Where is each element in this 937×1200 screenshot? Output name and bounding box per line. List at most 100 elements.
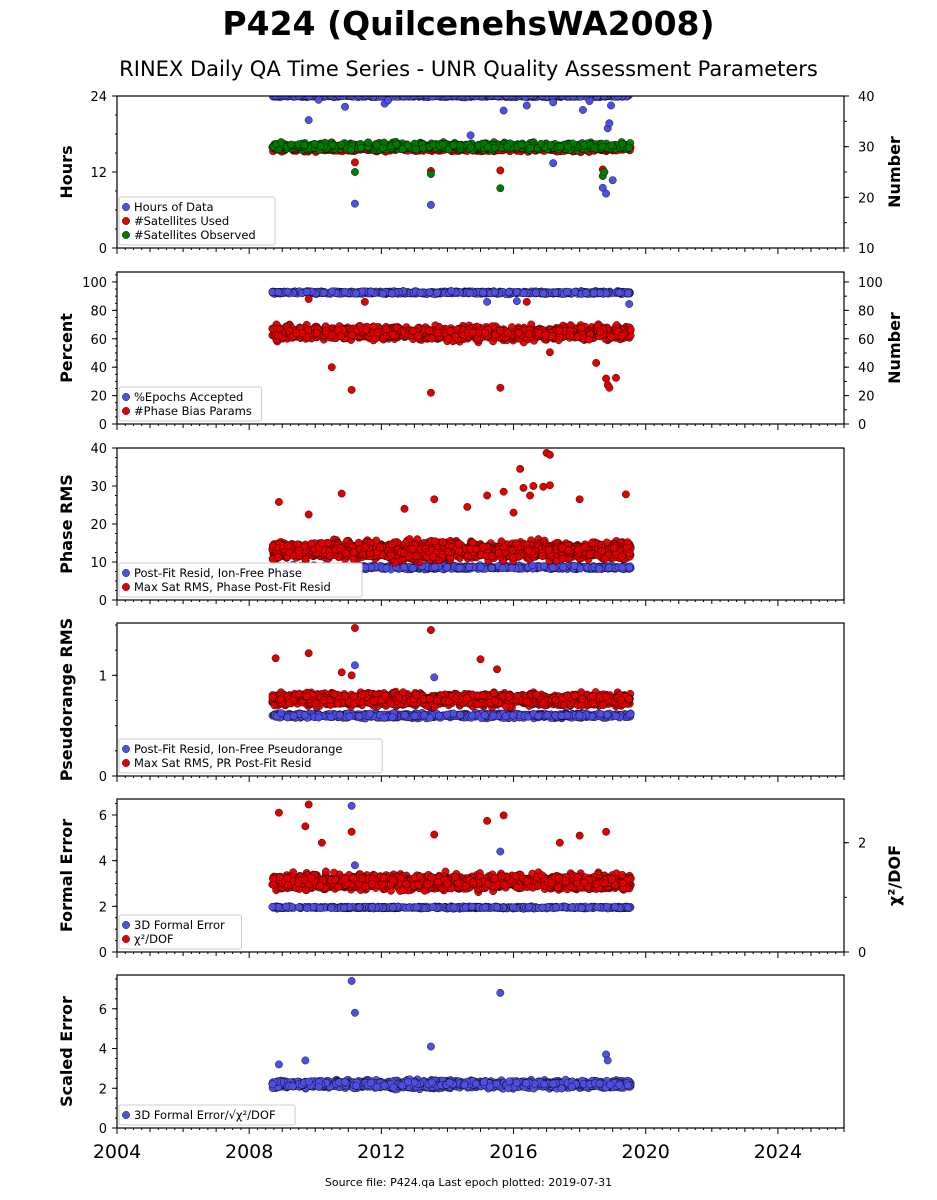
data-point <box>300 141 309 149</box>
y-tick-label: 20 <box>90 390 107 405</box>
data-point <box>522 297 531 306</box>
y-tick-label: 0 <box>99 242 107 257</box>
data-point <box>479 288 487 297</box>
y-tick-label: 40 <box>90 442 107 457</box>
legend-label: #Satellites Observed <box>134 228 256 242</box>
data-point <box>537 139 545 148</box>
legend-marker <box>122 393 130 401</box>
data-point <box>319 288 328 297</box>
y2-tick-label: 40 <box>858 361 875 376</box>
data-point <box>364 138 373 147</box>
data-point <box>444 334 453 343</box>
y-tick-label: 10 <box>90 556 107 571</box>
y2-tick-label: 10 <box>858 242 875 257</box>
data-point <box>373 328 382 337</box>
legend-marker <box>122 217 130 225</box>
data-point <box>527 96 535 100</box>
data-point <box>468 96 476 99</box>
data-point <box>413 332 422 341</box>
data-point <box>316 142 325 151</box>
data-point <box>351 158 359 167</box>
data-point <box>577 324 586 332</box>
data-point <box>367 287 375 296</box>
y-tick-label: 100 <box>82 276 107 291</box>
data-point <box>429 140 438 149</box>
legend-marker <box>122 231 130 239</box>
y2-tick-label: 20 <box>858 191 875 206</box>
data-point <box>341 102 349 111</box>
data-point <box>360 297 369 306</box>
y-tick-label: 20 <box>90 518 107 533</box>
data-point <box>430 563 439 571</box>
plot-area <box>268 96 635 209</box>
data-point <box>466 143 475 152</box>
data-point <box>605 119 614 128</box>
series-1 <box>268 295 635 397</box>
data-point <box>564 142 572 151</box>
data-point <box>607 333 616 342</box>
y-tick-label: 24 <box>90 90 107 105</box>
data-point <box>433 288 441 297</box>
data-point <box>274 332 283 340</box>
y2-tick-label: 30 <box>858 141 875 156</box>
legend-label: #Phase Bias Params <box>134 404 252 418</box>
data-point <box>579 141 588 150</box>
data-point <box>427 170 435 178</box>
y2-tick-label: 20 <box>858 390 875 405</box>
data-point <box>314 96 323 104</box>
data-point <box>607 141 616 150</box>
data-point <box>416 288 425 297</box>
data-point <box>455 564 464 572</box>
data-point <box>328 141 337 149</box>
data-point <box>595 564 604 573</box>
data-point <box>499 106 508 115</box>
data-point <box>531 288 540 297</box>
data-point <box>541 330 550 339</box>
data-point <box>433 329 442 338</box>
data-point <box>408 327 417 335</box>
data-point <box>287 140 296 149</box>
data-point <box>369 322 378 331</box>
data-point <box>451 332 460 341</box>
data-point <box>283 287 292 296</box>
data-point <box>362 96 370 99</box>
data-point <box>576 96 585 101</box>
legend-box <box>118 196 276 246</box>
data-point <box>427 334 436 343</box>
chart-title: P424 (QuilcenehsWA2008) <box>222 4 715 43</box>
y2-tick-label: 0 <box>858 418 866 433</box>
data-point <box>503 328 512 337</box>
data-point <box>444 96 452 100</box>
plot-frame <box>116 95 845 249</box>
data-point <box>347 96 356 100</box>
data-point <box>585 335 593 344</box>
data-point <box>554 336 563 345</box>
data-point <box>624 289 633 298</box>
y-tick-label: 40 <box>90 361 107 376</box>
y2-tick-label: 40 <box>858 90 875 105</box>
data-point <box>573 333 582 342</box>
data-point <box>487 564 496 572</box>
data-point <box>450 96 458 100</box>
data-point <box>496 166 505 175</box>
y-tick-label: 60 <box>90 333 107 348</box>
data-point <box>514 329 523 338</box>
legend-label: Hours of Data <box>134 200 214 214</box>
data-point <box>340 287 349 296</box>
series-0 <box>269 96 633 209</box>
data-point <box>507 323 516 332</box>
y2-axis-label: Number <box>885 136 904 208</box>
plot-frame <box>116 271 845 425</box>
data-point <box>618 140 627 148</box>
data-point <box>476 563 485 572</box>
data-point <box>563 287 571 296</box>
data-point <box>483 297 492 306</box>
data-point <box>605 563 614 572</box>
series-0 <box>268 287 634 308</box>
data-point <box>411 145 420 154</box>
data-point <box>465 563 474 571</box>
data-point <box>539 289 548 298</box>
data-point <box>589 288 598 297</box>
data-point <box>581 289 590 297</box>
